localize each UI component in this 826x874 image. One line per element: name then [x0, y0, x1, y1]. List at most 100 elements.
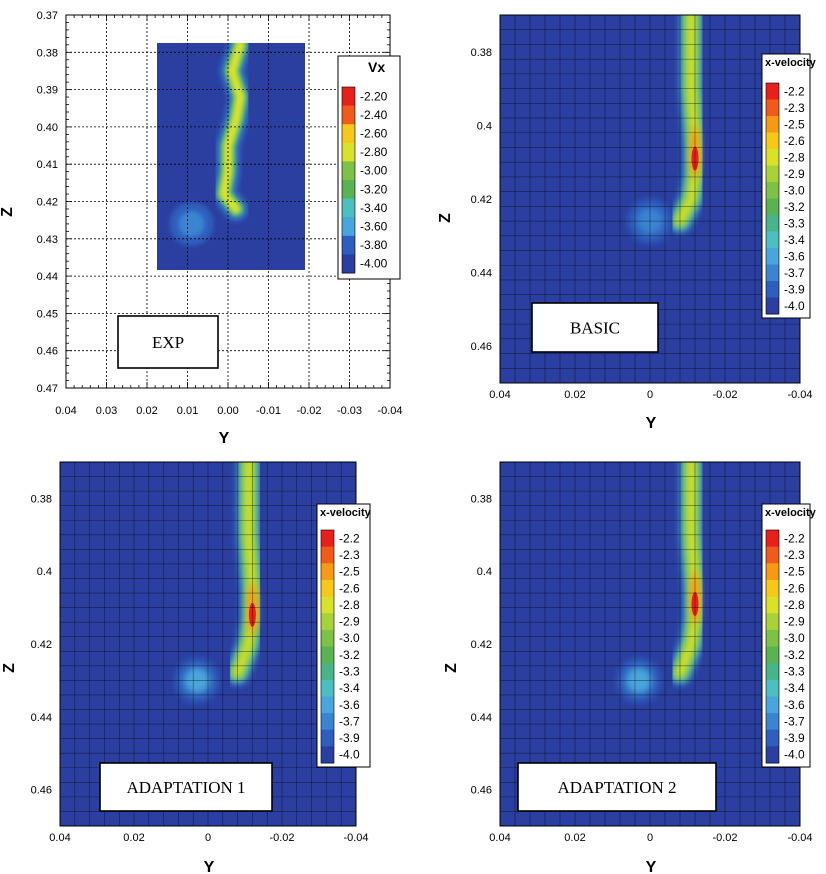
legend-bar-frame: [320, 529, 335, 764]
legend-level-label: -3.0: [784, 631, 805, 645]
legend-level-label: -3.00: [360, 164, 388, 178]
x-axis-label: Y: [646, 859, 657, 874]
x-axis-label: Y: [204, 859, 215, 874]
legend-bar-frame: [765, 82, 780, 315]
x-tick-label: 0: [205, 832, 211, 844]
legend-swatch: [766, 729, 779, 747]
legend-level-label: -3.9: [784, 282, 805, 296]
legend-swatch: [766, 579, 779, 598]
legend-level-label: -3.60: [360, 220, 388, 234]
x-tick-label: 0.00: [217, 405, 238, 417]
legend-level-label: -2.3: [339, 548, 360, 562]
wake-band-3: [219, 43, 245, 214]
legend-swatch: [766, 182, 779, 199]
panel-label-box: [99, 762, 273, 812]
legend-swatch: [766, 679, 779, 697]
legend-swatch: [321, 563, 334, 581]
panel-3: 0.04 0.02 0 -0.02 -0.04 0.38 0.4 0.42 0.44 0.46 Y Z…: [1, 461, 372, 874]
legend-level-label: -3.6: [784, 698, 805, 712]
flow-field: [169, 43, 254, 246]
panel-4: 0.04 0.02 0 -0.02 -0.04 0.38 0.4 0.42 0.44 0.46 Y Z…: [443, 461, 817, 874]
y-tick-label: 0.4: [477, 566, 492, 578]
x-tick-label: 0.02: [564, 389, 585, 401]
legend-swatch: [766, 646, 779, 664]
panel-2: 0.04 0.02 0 -0.02 -0.04 0.38 0.4 0.42 0.44 0.46 Y Z…: [437, 14, 817, 432]
legend-title: x-velocity: [320, 507, 372, 519]
y-tick-label: 0.43: [37, 234, 58, 246]
y-tick-label: 0.38: [37, 47, 58, 59]
legend-swatch: [766, 663, 779, 681]
legend-level-label: -3.3: [784, 664, 805, 678]
legend-swatch: [342, 217, 355, 237]
legend-level-label: -2.2: [784, 531, 805, 545]
legend-swatch: [766, 215, 779, 232]
legend-swatch: [766, 563, 779, 581]
x-tick-label: 0.04: [489, 389, 510, 401]
legend-swatch: [342, 87, 355, 107]
legend-level-label: -3.4: [339, 681, 360, 695]
y-axis-label: Z: [1, 663, 18, 673]
x-tick-label: -0.01: [256, 405, 281, 417]
legend-level-label: -3.7: [339, 714, 360, 728]
legend-level-label: -2.6: [784, 134, 805, 148]
y-tick-label: 0.41: [37, 159, 58, 171]
legend-swatch: [766, 248, 779, 265]
legend-level-label: -2.9: [784, 615, 805, 629]
x-tick-label: 0.04: [55, 405, 76, 417]
legend-swatch: [321, 696, 334, 714]
legend-swatch: [321, 546, 334, 564]
legend-swatch: [321, 629, 334, 647]
legend-swatch: [321, 713, 334, 731]
legend-level-label: -2.60: [360, 127, 388, 141]
legend-level-label: -2.6: [784, 581, 805, 595]
legend-level-label: -3.3: [784, 216, 805, 230]
legend-swatch: [321, 663, 334, 681]
legend-swatch: [766, 281, 779, 298]
x-tick-label: -0.02: [296, 405, 321, 417]
y-tick-label: 0.42: [471, 639, 492, 651]
legend-level-label: -2.5: [784, 117, 805, 131]
y-axis-label: Z: [437, 213, 454, 223]
y-tick-label: 0.44: [37, 271, 58, 283]
legend-swatch: [342, 198, 355, 218]
y-tick-label: 0.44: [31, 712, 52, 724]
legend-level-label: -2.5: [784, 565, 805, 579]
legend-level-label: -4.0: [784, 299, 805, 313]
x-tick-label: -0.03: [337, 405, 362, 417]
legend-swatch: [321, 746, 334, 764]
legend-level-label: -2.20: [360, 89, 388, 103]
legend-level-label: -3.3: [339, 664, 360, 678]
legend-level-label: -3.2: [784, 648, 805, 662]
y-tick-label: 0.46: [471, 785, 492, 797]
legend-level-label: -3.7: [784, 714, 805, 728]
y-tick-label: 0.42: [31, 639, 52, 651]
legend-level-label: -3.9: [784, 731, 805, 745]
x-axis-label: Y: [219, 430, 230, 447]
panel-label-box: [517, 762, 717, 812]
x-tick-label: -0.02: [269, 832, 294, 844]
legend-swatch: [766, 613, 779, 631]
x-tick-label: 0: [647, 832, 653, 844]
legend-level-label: -3.4: [784, 233, 805, 247]
legend-level-label: -2.5: [339, 565, 360, 579]
legend-level-label: -3.0: [339, 631, 360, 645]
legend-swatch: [321, 579, 334, 598]
legend-swatch: [321, 646, 334, 664]
legend-swatch: [766, 83, 779, 100]
legend-swatch: [342, 105, 355, 125]
x-tick-label: 0.04: [489, 832, 510, 844]
y-axis-label: Z: [443, 663, 460, 673]
legend-level-label: -2.8: [784, 598, 805, 612]
y-axis-label: Z: [0, 207, 16, 217]
legend-swatch: [766, 132, 779, 150]
y-tick-label: 0.39: [37, 85, 58, 97]
x-tick-label: 0.02: [564, 832, 585, 844]
panel-label: ADAPTATION 1: [126, 778, 245, 797]
panel-1: 0.04 0.03 0.02 0.01 0.00 -0.01 -0.02 -0.03 -0.04…: [0, 10, 403, 447]
y-tick-label: 0.47: [37, 383, 58, 395]
legend-swatch: [766, 231, 779, 249]
x-tick-label: 0.02: [136, 405, 157, 417]
legend-swatch: [766, 264, 779, 282]
legend-level-label: -3.7: [784, 266, 805, 280]
